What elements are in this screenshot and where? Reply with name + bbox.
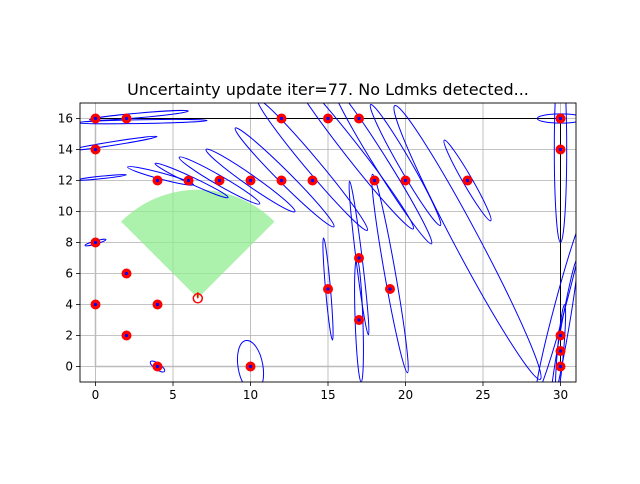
y-tick-label: 8 bbox=[65, 236, 73, 250]
y-tick-label: 0 bbox=[65, 360, 73, 374]
landmark-estimate bbox=[403, 178, 408, 183]
uncertainty-ellipse bbox=[80, 135, 158, 151]
field-of-view bbox=[121, 189, 275, 299]
landmark-estimate bbox=[558, 364, 563, 369]
uncertainty-ellipse bbox=[369, 104, 442, 226]
fov-wedge bbox=[121, 189, 275, 299]
landmark-estimate bbox=[93, 147, 98, 152]
y-tick-label: 12 bbox=[58, 174, 73, 188]
x-tick-label: 0 bbox=[92, 388, 100, 402]
landmark-estimate bbox=[357, 256, 361, 260]
uncertainty-ellipse bbox=[88, 109, 189, 121]
uncertainty-ellipse bbox=[288, 103, 415, 230]
uncertainty-ellipse bbox=[535, 214, 576, 382]
uncertainty-ellipse bbox=[80, 174, 127, 181]
landmark-estimate bbox=[279, 178, 284, 183]
axes: 0 5 10 15 20 25 30 0 2 4 6 8 10 12 14 16 bbox=[58, 102, 577, 402]
landmark-estimate bbox=[558, 333, 563, 338]
uncertainty-ellipse bbox=[236, 339, 265, 382]
landmark-estimate bbox=[357, 318, 361, 322]
landmark-estimate bbox=[279, 116, 284, 121]
uncertainty-ellipse bbox=[393, 105, 542, 380]
x-tick-label: 10 bbox=[243, 388, 258, 402]
landmark-estimate bbox=[155, 364, 160, 369]
landmark-estimate bbox=[357, 116, 361, 121]
y-tick-label: 4 bbox=[65, 298, 73, 312]
y-tick-label: 14 bbox=[58, 143, 73, 157]
landmark-estimate bbox=[93, 116, 98, 121]
landmark-estimate bbox=[310, 178, 315, 183]
landmarks bbox=[90, 113, 566, 372]
y-tick-label: 10 bbox=[58, 205, 73, 219]
uncertainty-ellipse bbox=[256, 103, 369, 231]
landmark-estimate bbox=[388, 287, 392, 291]
landmark-estimate bbox=[124, 116, 129, 121]
landmark-estimate bbox=[124, 333, 129, 338]
x-tick-label: 5 bbox=[169, 388, 177, 402]
landmark-estimate bbox=[93, 302, 98, 307]
landmark-estimate bbox=[186, 178, 191, 183]
uncertainty-ellipse bbox=[332, 103, 433, 245]
uncertainty-ellipse bbox=[80, 118, 208, 125]
landmark-estimate bbox=[217, 178, 222, 183]
uncertainty-ellipse bbox=[371, 173, 409, 374]
landmark-estimate bbox=[155, 302, 160, 307]
landmark-estimate bbox=[248, 364, 253, 369]
x-tick-label: 20 bbox=[398, 388, 413, 402]
landmark-estimate bbox=[372, 178, 377, 183]
uncertainty-ellipse bbox=[553, 103, 568, 243]
landmark-estimate bbox=[326, 287, 330, 291]
landmark-estimate bbox=[465, 178, 470, 183]
landmark-estimate bbox=[558, 147, 563, 152]
landmark-estimate bbox=[558, 116, 563, 121]
landmark-estimate bbox=[558, 349, 563, 353]
x-tick-label: 25 bbox=[475, 388, 490, 402]
robot bbox=[192, 292, 204, 304]
landmark-estimate bbox=[248, 178, 253, 183]
y-tick-label: 6 bbox=[65, 267, 73, 281]
y-tick-label: 16 bbox=[58, 112, 73, 126]
landmark-estimate bbox=[124, 271, 129, 276]
chart-title: Uncertainty update iter=77. No Ldmks det… bbox=[127, 80, 529, 99]
axes-frame bbox=[79, 102, 577, 383]
landmark-estimate bbox=[326, 116, 330, 121]
uncertainty-ellipse bbox=[205, 148, 296, 213]
x-tick-label: 15 bbox=[320, 388, 335, 402]
x-tick-label: 30 bbox=[553, 388, 568, 402]
landmark-estimate bbox=[155, 178, 160, 183]
y-tick-label: 2 bbox=[65, 329, 73, 343]
landmark-estimate bbox=[93, 240, 98, 245]
